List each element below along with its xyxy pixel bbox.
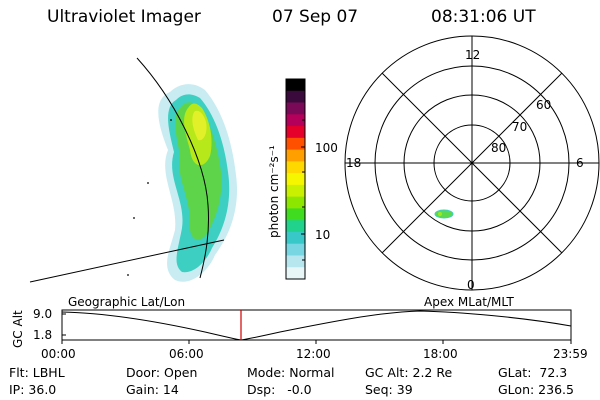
- colorbar-segment: [286, 208, 305, 221]
- geographic-panel-label: Geographic Lat/Lon: [68, 295, 186, 309]
- colorbar-segment: [286, 114, 305, 127]
- mlat-label-80: 80: [491, 141, 507, 155]
- mlt-label-18: 18: [346, 156, 362, 170]
- altitude-tick-max: 9.0: [33, 307, 53, 321]
- mlt-label-12: 12: [465, 48, 481, 62]
- time-tick-1800: 18:00: [423, 347, 458, 361]
- mlat-label-70: 70: [512, 120, 528, 134]
- mlt-label-0: 0: [467, 278, 475, 292]
- latitude-line: [29, 239, 225, 283]
- time-tick-1200: 12:00: [296, 347, 331, 361]
- altitude-tick-min: 1.8: [33, 328, 53, 342]
- colorbar-segment: [286, 196, 305, 209]
- status-dsp: Dsp: -0.0: [247, 382, 312, 397]
- colorbar-frame: [285, 78, 306, 280]
- status-glon: GLon: 236.5: [498, 382, 574, 397]
- polar-aurora-spot: [434, 209, 454, 219]
- colorbar-tick-100: 100: [315, 141, 338, 155]
- colorbar-segment: [286, 243, 305, 256]
- colorbar-tick-10: 10: [315, 228, 331, 242]
- colorbar-segment: [286, 79, 305, 92]
- status-door: Door: Open: [126, 365, 198, 380]
- mlat-label-60: 60: [536, 98, 552, 112]
- colorbar-segment: [286, 102, 305, 115]
- status-mode: Mode: Normal: [247, 365, 335, 380]
- colorbar-segment: [286, 255, 305, 268]
- date-label: 07 Sep 07: [272, 7, 359, 27]
- colorbar-segment: [286, 161, 305, 174]
- status-gain: Gain: 14: [126, 382, 179, 397]
- time-label: 08:31:06 UT: [431, 7, 536, 27]
- colorbar-segment: [286, 90, 305, 104]
- altitude-curve: [61, 310, 572, 341]
- colorbar-segment: [286, 173, 305, 186]
- colorbar-segment: [286, 220, 305, 233]
- time-tick-2359: 23:59: [553, 347, 588, 361]
- status-seq: Seq: 39: [365, 382, 413, 397]
- colorbar-segment: [286, 149, 305, 162]
- instrument-title: Ultraviolet Imager: [47, 7, 201, 27]
- status-ip: IP: 36.0: [9, 382, 57, 397]
- colorbar-segment: [286, 126, 305, 139]
- polar-plot: [344, 35, 600, 291]
- status-filter: Flt: LBHL: [9, 365, 65, 380]
- colorbar-segment: [286, 137, 305, 151]
- status-glat: GLat: 72.3: [498, 365, 568, 380]
- time-tick-0600: 06:00: [169, 347, 204, 361]
- mlt-label-6: 6: [576, 156, 584, 170]
- apex-panel-label: Apex MLat/MLT: [424, 295, 514, 309]
- status-gc-alt: GC Alt: 2.2 Re: [365, 365, 453, 380]
- time-tick-0000: 00:00: [41, 347, 76, 361]
- altitude-axis-label: GC Alt: [11, 310, 25, 348]
- colorbar-segment: [286, 231, 305, 245]
- colorbar-segment: [286, 267, 305, 280]
- longitude-line: [136, 57, 209, 279]
- colorbar-segment: [286, 184, 305, 198]
- colorbar-unit-label: photon cm⁻²s⁻¹: [267, 145, 281, 238]
- colorbar: [286, 79, 305, 280]
